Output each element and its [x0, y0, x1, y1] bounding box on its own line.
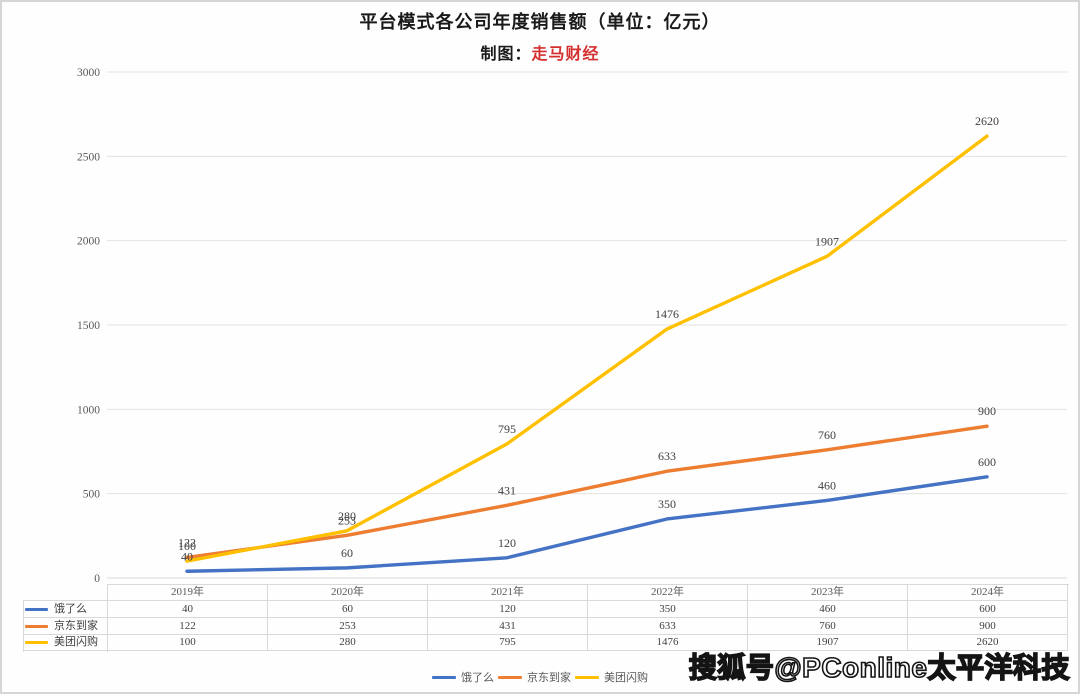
legend-item: 京东到家	[498, 669, 571, 685]
data-label: 431	[498, 483, 516, 497]
data-label: 60	[341, 546, 353, 560]
table-cell: 1476	[588, 635, 748, 651]
series-line	[185, 475, 989, 573]
data-label: 120	[498, 536, 516, 550]
data-label: 600	[978, 455, 996, 469]
legend-key-line-icon	[25, 624, 48, 628]
data-label: 460	[818, 478, 836, 492]
y-axis-tick-label: 2000	[77, 236, 100, 248]
y-axis-tick-label: 0	[94, 573, 100, 585]
table-cell: 1907	[748, 635, 908, 651]
legend-key-line-icon	[25, 607, 48, 611]
table-header-cell: 2020年	[268, 585, 428, 601]
table-cell: 350	[588, 601, 748, 618]
table-header-cell: 2022年	[588, 585, 748, 601]
legend-line-icon	[575, 675, 599, 679]
data-label: 350	[658, 497, 676, 511]
data-label: 122	[178, 535, 196, 549]
series-line	[185, 134, 989, 563]
table-cell: 760	[748, 618, 908, 635]
y-axis-tick-label: 2500	[77, 151, 100, 163]
chart-title: 平台模式各公司年度销售额（单位：亿元）	[359, 12, 721, 32]
legend-item: 饿了么	[432, 669, 494, 685]
chart-subtitle: 制图：走马财经	[2, 40, 1078, 64]
table-header-cell: 2023年	[748, 585, 908, 601]
y-axis-tick-label: 1000	[77, 404, 100, 416]
table-cell: 100	[108, 635, 268, 651]
data-label: 633	[658, 449, 676, 463]
table-cell: 600	[908, 601, 1068, 618]
data-label: 1907	[815, 234, 839, 248]
chart-legend: 饿了么 京东到家 美团闪购	[2, 669, 1078, 685]
table-row-label: 美团闪购	[24, 635, 108, 651]
table-cell: 120	[428, 601, 588, 618]
y-axis-tick-label: 1500	[77, 320, 100, 332]
table-header-cell: 2019年	[108, 585, 268, 601]
legend-line-icon	[432, 675, 456, 679]
watermark: 搜狐号@PConline太平洋科技	[688, 650, 1070, 684]
table-cell: 40	[108, 601, 268, 618]
y-axis-tick-label: 500	[83, 489, 101, 501]
data-label: 795	[498, 422, 516, 436]
subtitle-author: 走马财经	[531, 46, 600, 63]
table-cell: 431	[428, 618, 588, 635]
table-cell: 60	[268, 601, 428, 618]
table-row-label: 饿了么	[24, 601, 108, 618]
table-cell: 122	[108, 618, 268, 635]
table-row-label: 京东到家	[24, 618, 108, 635]
data-table: 2019年 2020年 2021年 2022年 2023年 2024年 40 60 120 350…	[107, 584, 1069, 652]
data-label: 100	[178, 539, 196, 553]
series-name: 京东到家	[54, 620, 98, 632]
table-cell: 253	[268, 618, 428, 635]
watermark-text: 搜狐号@PConline太平洋科技	[689, 651, 1070, 683]
legend-label: 饿了么	[461, 672, 494, 684]
data-label: 280	[338, 509, 356, 523]
data-label: 1476	[655, 307, 679, 321]
table-cell: 2620	[908, 635, 1068, 651]
data-label: 2620	[975, 114, 999, 128]
legend-label: 京东到家	[527, 672, 571, 684]
series-line	[185, 424, 989, 560]
y-axis-tick-label: 3000	[77, 67, 100, 79]
title-block: 平台模式各公司年度销售额（单位：亿元） 制图：走马财经	[2, 8, 1078, 64]
data-label: 253	[338, 513, 356, 527]
table-cell: 633	[588, 618, 748, 635]
legend-line-icon	[498, 675, 522, 679]
legend-item: 美团闪购	[575, 669, 648, 685]
table-cell: 280	[268, 635, 428, 651]
legend-key-line-icon	[25, 641, 48, 644]
data-label: 40	[181, 549, 193, 563]
table-cell: 900	[908, 618, 1068, 635]
series-name: 饿了么	[54, 603, 87, 615]
legend-label: 美团闪购	[604, 672, 648, 684]
table-cell: 795	[428, 635, 588, 651]
data-label: 760	[818, 428, 836, 442]
series-name: 美团闪购	[54, 636, 98, 648]
subtitle-label: 制图：	[480, 46, 532, 63]
data-label: 900	[978, 404, 996, 418]
table-header-cell: 2024年	[908, 585, 1068, 601]
data-table-row-labels: 饿了么京东到家美团闪购	[23, 600, 109, 652]
table-cell: 460	[748, 601, 908, 618]
table-header-cell: 2021年	[428, 585, 588, 601]
